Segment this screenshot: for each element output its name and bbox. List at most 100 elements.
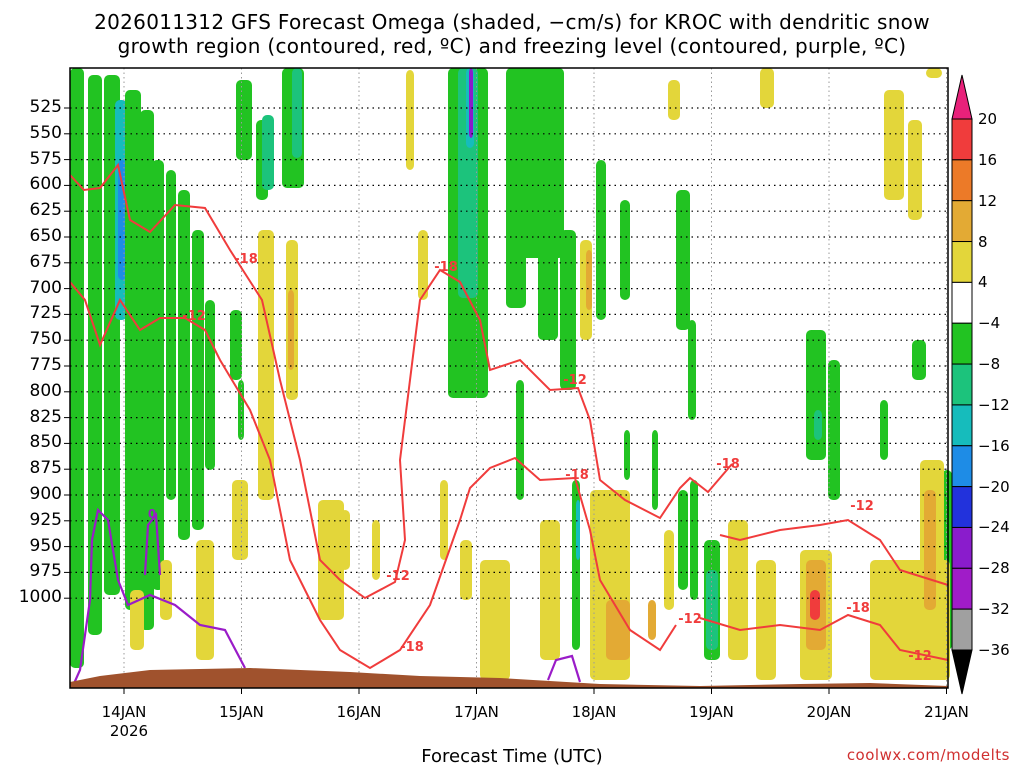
red-contour-label-6: -18 (400, 640, 424, 655)
colorbar-label: 4 (978, 273, 988, 292)
omega-shade-64 (810, 590, 820, 620)
omega-shade-42 (516, 380, 524, 500)
omega-shade-4 (118, 160, 126, 280)
colorbar-label: −32 (978, 600, 1010, 619)
red-contour-1 (69, 281, 677, 670)
red-contour-label-2: -18 (434, 260, 458, 275)
omega-shade-59 (648, 600, 656, 640)
omega-shade-5 (125, 90, 141, 610)
omega-shade-79 (372, 520, 380, 580)
colorbar-segment-10 (951, 486, 973, 528)
omega-shade-74 (664, 530, 674, 610)
purple-contour-2 (546, 654, 582, 683)
omega-shade-10 (192, 230, 204, 530)
plot-frame (69, 67, 949, 689)
omega-shade-46 (690, 480, 698, 600)
red-contour-0 (69, 162, 733, 600)
omega-shade-76 (760, 68, 774, 108)
red-contour-label-9: -12 (850, 499, 874, 514)
omega-shade-27 (596, 160, 606, 320)
colorbar-bottom-triangle (951, 649, 973, 695)
red-contour-label-1: -12 (182, 309, 206, 324)
y-tick-label: 625 (29, 200, 62, 221)
x-tick-label: 14JAN (101, 703, 147, 721)
omega-shade-71 (130, 590, 144, 650)
red-contour-label-4: -18 (565, 468, 589, 483)
y-tick-label: 950 (29, 535, 62, 556)
purple-contour-1 (143, 512, 162, 576)
x-year-label: 2026 (109, 722, 149, 740)
x-tick-label: 21JAN (924, 703, 969, 721)
y-tick-label: 650 (29, 226, 62, 246)
y-tick-label: 675 (29, 251, 62, 272)
colorbar-segment-11 (951, 526, 973, 569)
omega-shade-0 (70, 68, 84, 668)
omega-shade-13 (236, 80, 252, 160)
omega-shade-78 (340, 510, 350, 570)
colorbar-segment-13 (951, 608, 973, 651)
omega-shade-54 (540, 520, 560, 660)
red-contour-label-7: -12 (678, 612, 702, 627)
omega-shade-6 (140, 110, 154, 630)
omega-shade-30 (688, 320, 696, 420)
y-tick-label: 600 (29, 174, 62, 195)
omega-shade-80 (440, 480, 448, 560)
colorbar-label: −4 (978, 314, 1001, 333)
red-contour-label-5: -12 (386, 569, 410, 584)
colorbar-segment-7 (951, 363, 973, 406)
omega-shade-52 (318, 500, 344, 620)
colorbar-top-triangle (951, 74, 973, 120)
omega-shade-12 (230, 310, 242, 380)
y-tick-label: 900 (29, 484, 62, 504)
omega-shade-56 (606, 600, 630, 660)
red-contour-label-11: -12 (908, 649, 932, 664)
x-axis-title: Forecast Time (UTC) (421, 746, 603, 767)
x-tick-label: 18JAN (571, 703, 617, 721)
omega-shade-50 (406, 70, 414, 170)
omega-shade-47 (258, 230, 274, 500)
omega-shade-75 (668, 80, 680, 120)
omega-shade-18 (292, 68, 302, 158)
omega-shade-69 (908, 120, 922, 220)
colorbar-segment-6 (951, 322, 973, 365)
omega-shade-49 (288, 290, 294, 370)
omega-shade-45 (678, 490, 688, 590)
y-tick-label: 825 (29, 406, 62, 427)
red-contour-label-0: -18 (234, 252, 258, 267)
omega-shade-1 (88, 75, 102, 635)
omega-shade-32 (706, 570, 718, 650)
omega-shade-73 (232, 480, 248, 560)
colorbar-segment-2 (951, 159, 973, 202)
omega-shade-11 (205, 300, 215, 470)
x-tick-label: 16JAN (336, 703, 382, 721)
colorbar-label: −20 (978, 477, 1010, 496)
colorbar-label: 8 (978, 232, 988, 251)
omega-shade-77 (926, 68, 942, 78)
terrain-fill (70, 668, 948, 688)
red-contour-2 (719, 518, 949, 586)
omega-shade-36 (880, 400, 888, 460)
omega-shade-60 (728, 520, 748, 660)
omega-shade-25 (538, 180, 558, 340)
omega-shade-33 (806, 330, 826, 460)
credit-link[interactable]: coolwx.com/modelts (846, 746, 1010, 764)
omega-shade-43 (624, 430, 630, 480)
red-contour-3 (699, 613, 949, 661)
omega-shade-53 (480, 560, 510, 680)
colorbar-label: −24 (978, 518, 1010, 537)
colorbar-segment-3 (951, 200, 973, 243)
y-tick-label: 1000 (18, 587, 62, 608)
omega-shade-7 (152, 160, 164, 590)
omega-shade-22 (469, 68, 473, 138)
omega-shade-28 (620, 200, 630, 300)
y-tick-label: 875 (29, 458, 62, 479)
y-tick-label: 800 (29, 380, 62, 401)
colorbar-segment-5 (951, 281, 973, 324)
colorbar-label: 20 (978, 110, 998, 128)
omega-shade-9 (178, 190, 190, 540)
y-tick-label: 525 (29, 97, 62, 117)
omega-shade-44 (652, 430, 658, 510)
omega-shade-37 (912, 340, 926, 380)
omega-shade-61 (756, 560, 776, 680)
